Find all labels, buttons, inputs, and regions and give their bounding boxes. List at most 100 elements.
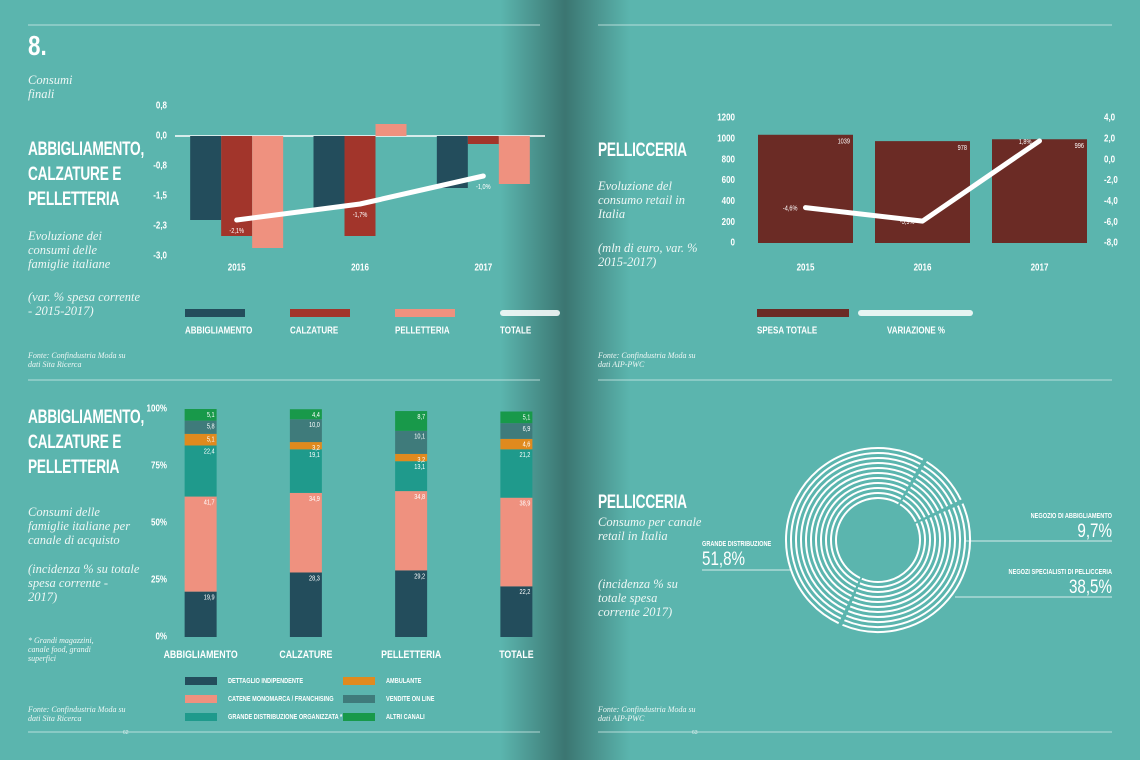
y-tick-label: -4,0 — [1104, 195, 1118, 206]
chart-note: (incidenza % su totale spesa corrente 20… — [598, 577, 678, 619]
chart-title: ABBIGLIAMENTO, CALZATURE E PELLETTERIA — [28, 407, 145, 478]
legend-swatch — [290, 309, 350, 317]
x-tick-label: 2015 — [228, 262, 246, 273]
chart-title: PELLICCERIA — [598, 140, 687, 161]
chart-footnote: * Grandi magazzini, canale food, grandi … — [28, 636, 94, 663]
legend-label: ALTRI CANALI — [386, 713, 425, 721]
segment-value-label: 22,2 — [519, 589, 530, 597]
bar — [875, 141, 970, 243]
segment-value-label: 10,1 — [414, 433, 425, 441]
bar-segment — [289, 572, 322, 637]
bar-segment — [184, 445, 217, 497]
legend-swatch — [757, 309, 849, 317]
x-tick-label: 2017 — [1031, 262, 1049, 273]
bar — [313, 136, 345, 208]
y-tick-label: 50% — [151, 517, 167, 528]
category-label: NEGOZIO DI ABBIGLIAMENTO — [1031, 512, 1112, 520]
y-tick-label: 100% — [147, 403, 167, 414]
x-tick-label: TOTALE — [499, 649, 534, 661]
y-tick-label: 0% — [155, 631, 167, 642]
y-tick-label: -0,8 — [153, 160, 167, 171]
x-tick-label: 2016 — [351, 262, 369, 273]
y-tick-label: 1000 — [717, 133, 735, 144]
bar-segment — [289, 409, 322, 420]
segment-value-label: 28,3 — [309, 575, 320, 583]
rules — [28, 24, 1112, 733]
segment-value-label: 3,2 — [417, 456, 425, 464]
line — [234, 173, 486, 223]
chart-subtitle: Consumi delle famiglie italiane per cana… — [28, 505, 131, 547]
segment-value-label: 6,9 — [523, 425, 531, 433]
bar-segment — [289, 419, 322, 443]
segment-value-label: 8,7 — [417, 413, 425, 421]
y-tick-label: -2,0 — [1104, 174, 1118, 185]
bar-segment — [184, 496, 217, 592]
segment-value-label: 22,4 — [204, 448, 215, 456]
y-tick-label: 75% — [151, 460, 167, 471]
y-tick-label: 0,8 — [156, 100, 167, 111]
segment-value-label: 4,6 — [523, 441, 531, 449]
bar-segment — [395, 570, 428, 637]
bar — [758, 134, 853, 243]
ring-arcs — [899, 460, 962, 523]
chart-title: ABBIGLIAMENTO, CALZATURE E PELLETTERIA — [28, 139, 145, 210]
line-value-label: -4,6% — [783, 205, 798, 213]
x-tick-label: 2016 — [914, 262, 932, 273]
x-tick-label: 2015 — [797, 262, 815, 273]
page-number: 62 — [123, 730, 129, 736]
y-tick-label: 600 — [722, 174, 735, 185]
x-tick-label: 2017 — [474, 262, 492, 273]
segment-value-label: 21,2 — [519, 452, 530, 460]
chart-source: Fonte: Confindustria Moda su dati AIP-PW… — [598, 705, 696, 723]
segment-value-label: 29,2 — [414, 573, 425, 581]
line-value-label: -5,9% — [900, 218, 915, 226]
y-tick-label: -8,0 — [1104, 237, 1118, 248]
bar-segment — [500, 438, 533, 450]
donut-segment — [899, 460, 962, 523]
bar-segment — [500, 449, 533, 498]
legend-label: PELLETTERIA — [395, 325, 450, 336]
y-tick-label: -2,3 — [153, 220, 167, 231]
legend-label: SPESA TOTALE — [757, 325, 817, 336]
bar-segment — [395, 430, 428, 454]
y-tick-label: -1,5 — [153, 190, 167, 201]
bar — [252, 136, 284, 248]
segment-value-label: 5,1 — [207, 436, 215, 444]
chart-source: Fonte: Confindustria Moda su dati Sita R… — [28, 705, 126, 723]
legend-swatch — [395, 309, 455, 317]
legend-swatch — [185, 309, 245, 317]
segment-value-label: 19,9 — [204, 594, 215, 602]
section-name: Consumi finali — [28, 73, 73, 101]
bar-segment — [289, 442, 322, 450]
bar — [190, 136, 222, 220]
segment-value-label: 19,1 — [309, 452, 320, 460]
y-tick-label: 0 — [731, 237, 735, 248]
bar-value-label: 1039 — [838, 138, 851, 146]
category-label: GRANDE DISTRIBUZIONE — [702, 540, 771, 548]
legend-swatch — [185, 677, 217, 685]
legend-label: VARIAZIONE % — [887, 325, 945, 336]
bar-segment — [184, 409, 217, 421]
line-value-label: 1,8% — [1019, 138, 1032, 146]
segment-value-label: 3,2 — [312, 444, 320, 452]
legend-label: CATENE MONOMARCA / FRANCHISING — [228, 695, 334, 703]
value-label: 51,8% — [702, 547, 745, 569]
bar-segment — [289, 492, 322, 573]
chart-subtitle: Consumo per canale retail in Italia — [598, 515, 702, 543]
bar-segment — [184, 591, 217, 637]
bar-segment — [395, 461, 428, 492]
segment-value-label: 38,9 — [519, 500, 530, 508]
line-value-label: -1,7% — [353, 211, 368, 219]
bar — [498, 136, 530, 184]
y-tick-label: 0,0 — [156, 130, 167, 141]
chart-note: (var. % spesa corrente - 2015-2017) — [28, 290, 141, 318]
bar-segment — [184, 420, 217, 434]
y-tick-label: 800 — [722, 153, 735, 164]
value-label: 9,7% — [1077, 519, 1112, 541]
bar-value-label: 978 — [958, 144, 968, 152]
chart-title: PELLICCERIA — [598, 492, 687, 513]
bar-segment — [500, 586, 533, 637]
line-value-label: -2,1% — [229, 227, 244, 235]
